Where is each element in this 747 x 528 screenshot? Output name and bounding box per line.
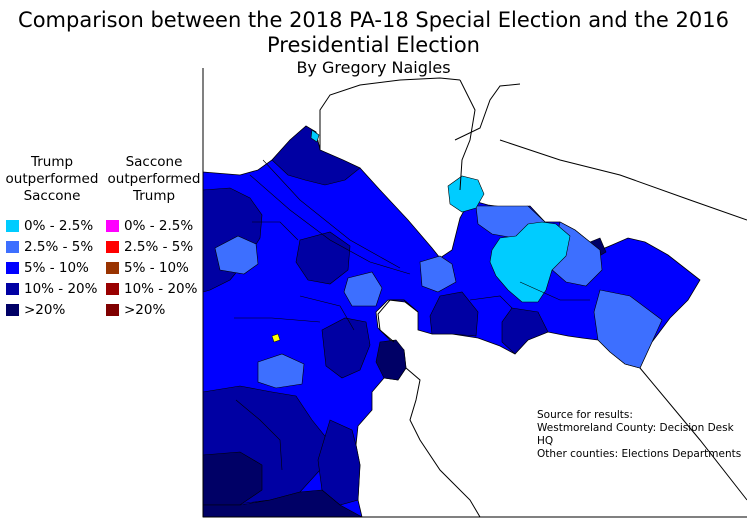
legend-label: >20% xyxy=(24,301,66,318)
legend-right-heading-1: Saccone xyxy=(125,154,183,170)
legend-left-heading-2: outperformed xyxy=(5,171,99,187)
legend-item: 5% - 10% xyxy=(106,257,197,278)
source-line-2: Westmoreland County: Decision Desk HQ xyxy=(537,422,734,447)
legend-left-heading-3: Saccone xyxy=(23,188,81,204)
legend-swatch xyxy=(6,303,19,316)
byline: By Gregory Naigles xyxy=(296,58,451,77)
region-cyan-2 xyxy=(489,221,571,303)
legend-swatch xyxy=(106,303,119,316)
region-navy-north xyxy=(271,125,361,186)
legend-swatch xyxy=(106,261,119,274)
legend-label: 2.5% - 5% xyxy=(124,238,194,255)
legend-label: 2.5% - 5% xyxy=(24,238,94,255)
legend-item: 0% - 2.5% xyxy=(6,215,97,236)
region-darknavy-3 xyxy=(375,339,407,381)
region-cyan-3 xyxy=(310,129,320,143)
legend-label: 10% - 20% xyxy=(124,280,198,297)
source-line-3: Other counties: Elections Departments xyxy=(537,448,742,460)
legend-item: >20% xyxy=(6,299,97,320)
legend-label: 0% - 2.5% xyxy=(24,217,94,234)
legend-swatch xyxy=(6,219,19,232)
legend-item: 10% - 20% xyxy=(6,278,97,299)
region-navy-south xyxy=(317,419,361,506)
title-line-2: Presidential Election xyxy=(267,33,480,57)
legend-right-heading-3: Trump xyxy=(132,188,176,204)
legend-swatch xyxy=(6,261,19,274)
region-navy-river xyxy=(321,317,371,379)
region-medblue-1 xyxy=(214,235,259,275)
region-navy-southeast xyxy=(501,307,549,355)
legend-swatch xyxy=(106,240,119,253)
legend-right-heading-2: outperformed xyxy=(107,171,201,187)
region-navy-east xyxy=(429,291,479,337)
region-yellow xyxy=(271,333,281,343)
legend-swatch xyxy=(6,240,19,253)
region-cyan-1 xyxy=(447,175,485,213)
region-medblue-3 xyxy=(257,353,305,389)
legend-item: 10% - 20% xyxy=(106,278,197,299)
title-line-1: Comparison between the 2018 PA-18 Specia… xyxy=(18,8,729,32)
legend-swatch xyxy=(6,282,19,295)
legend-swatch xyxy=(106,219,119,232)
region-medblue-4 xyxy=(419,255,457,293)
region-navy-center xyxy=(295,231,351,285)
legend-right-list: 0% - 2.5% 2.5% - 5% 5% - 10% 10% - 20% >… xyxy=(106,215,197,320)
legend-left-heading: Trump outperformed Saccone xyxy=(4,154,100,205)
legend-item: 2.5% - 5% xyxy=(6,236,97,257)
boundary-lines xyxy=(234,159,590,471)
source-note: Source for results: Westmoreland County:… xyxy=(537,409,747,461)
region-medblue-7 xyxy=(593,289,663,369)
legend-label: 5% - 10% xyxy=(124,259,189,276)
legend-item: 2.5% - 5% xyxy=(106,236,197,257)
legend-left-list: 0% - 2.5% 2.5% - 5% 5% - 10% 10% - 20% >… xyxy=(6,215,97,320)
region-medblue-2 xyxy=(343,271,383,307)
source-line-1: Source for results: xyxy=(537,409,633,421)
legend-right-heading: Saccone outperformed Trump xyxy=(106,154,202,205)
legend-left-heading-1: Trump xyxy=(30,154,74,170)
legend-item: 0% - 2.5% xyxy=(106,215,197,236)
legend-label: 0% - 2.5% xyxy=(124,217,194,234)
legend-item: 5% - 10% xyxy=(6,257,97,278)
legend-swatch xyxy=(106,282,119,295)
map-title: Comparison between the 2018 PA-18 Specia… xyxy=(0,8,747,58)
legend-label: 10% - 20% xyxy=(24,280,98,297)
legend-label: 5% - 10% xyxy=(24,259,89,276)
legend-item: >20% xyxy=(106,299,197,320)
county-lines xyxy=(202,68,747,518)
legend-label: >20% xyxy=(124,301,166,318)
